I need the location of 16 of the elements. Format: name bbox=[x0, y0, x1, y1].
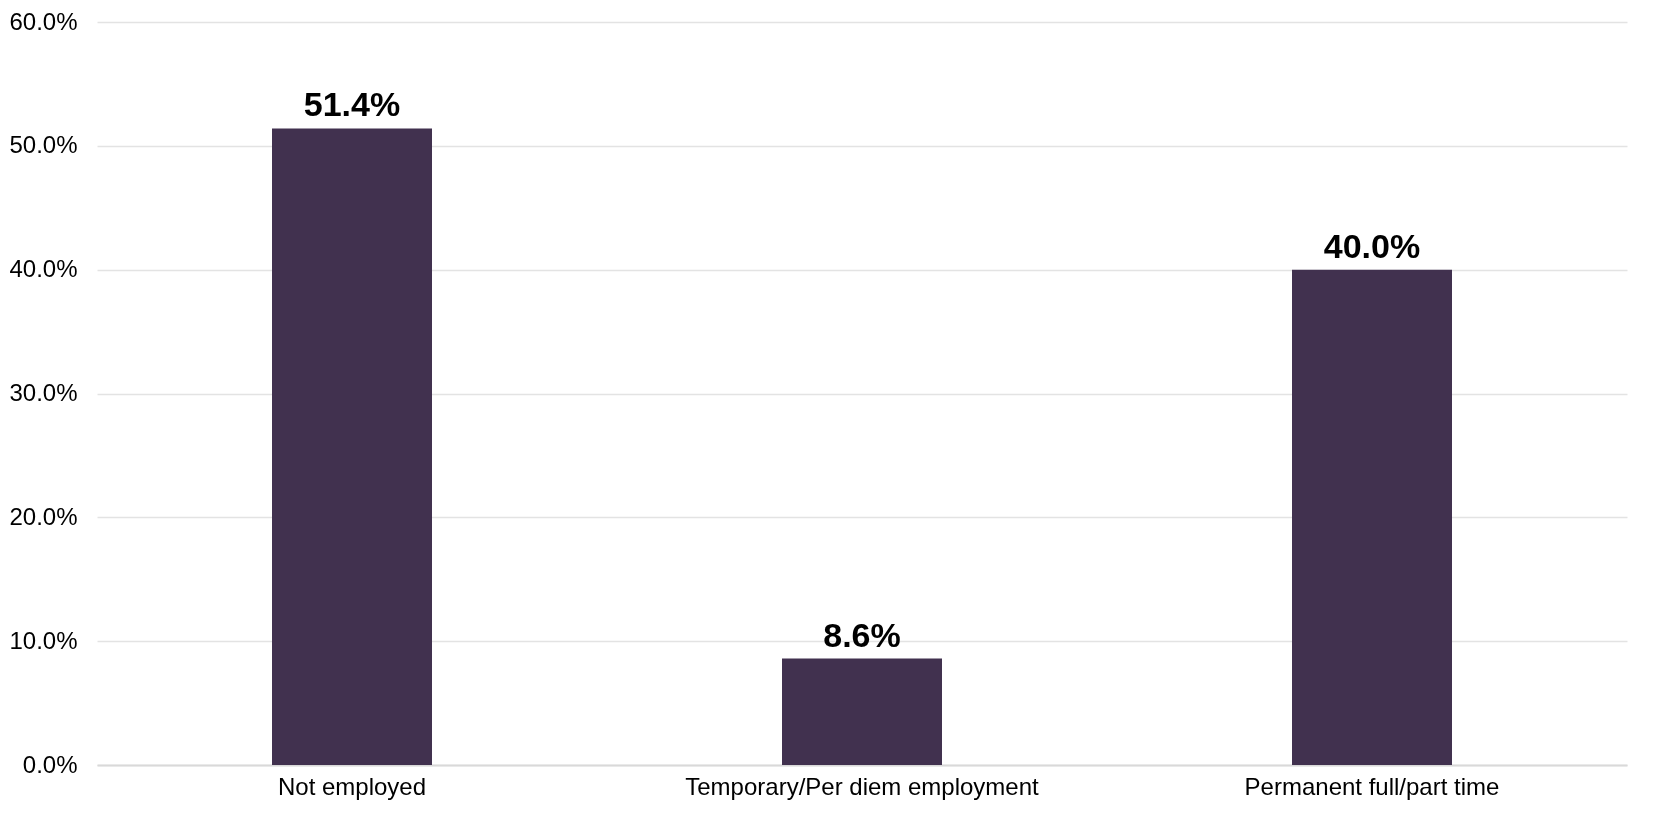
bar bbox=[782, 658, 942, 765]
y-tick-label: 10.0% bbox=[9, 626, 78, 654]
y-tick-label: 0.0% bbox=[22, 750, 78, 778]
bar bbox=[1292, 269, 1452, 765]
y-tick-label: 30.0% bbox=[9, 379, 78, 406]
bar bbox=[272, 128, 432, 765]
y-tick-label: 60.0% bbox=[9, 7, 78, 35]
x-tick-label: Temporary/Per diem employment bbox=[685, 772, 1040, 800]
data-label: 8.6% bbox=[823, 615, 901, 654]
data-label: 40.0% bbox=[1323, 226, 1421, 265]
data-label: 51.4% bbox=[303, 85, 401, 124]
x-tick-label: Not employed bbox=[277, 772, 427, 800]
y-tick-label: 40.0% bbox=[9, 255, 78, 283]
y-tick-label: 50.0% bbox=[9, 131, 78, 159]
x-tick-label: Permanent full/part time bbox=[1244, 772, 1500, 800]
y-tick-label: 20.0% bbox=[9, 502, 78, 530]
